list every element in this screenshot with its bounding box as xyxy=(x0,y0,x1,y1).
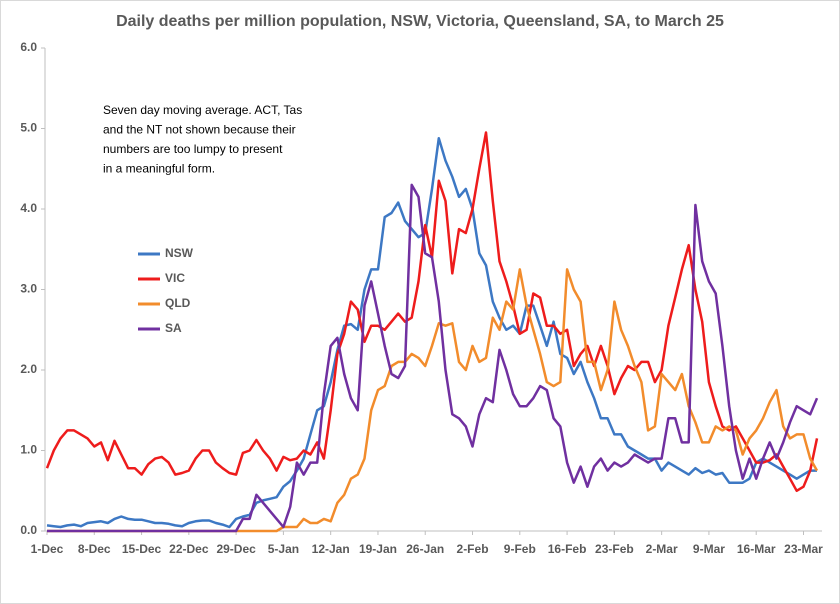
x-tick-label: 8-Dec xyxy=(78,542,111,556)
x-tick-label: 29-Dec xyxy=(216,542,256,556)
x-tick-label: 26-Jan xyxy=(406,542,444,556)
legend-label: SA xyxy=(165,321,182,335)
annotation: Seven day moving average. ACT, Tas xyxy=(103,103,302,117)
annotation: numbers are too lumpy to present xyxy=(103,142,283,156)
x-tick-label: 16-Mar xyxy=(737,542,776,556)
annotation: in a meaningful form. xyxy=(103,162,215,176)
y-tick-label: 5.0 xyxy=(20,121,37,135)
y-tick-label: 6.0 xyxy=(20,40,37,54)
y-tick-label: 3.0 xyxy=(20,282,37,296)
x-tick-label: 2-Feb xyxy=(457,542,489,556)
x-tick-label: 23-Feb xyxy=(595,542,634,556)
y-tick-label: 2.0 xyxy=(20,362,37,376)
legend-label: QLD xyxy=(165,296,191,310)
annotation: and the NT not shown because their xyxy=(103,123,296,137)
x-tick-label: 19-Jan xyxy=(359,542,397,556)
x-tick-label: 9-Mar xyxy=(693,542,725,556)
x-tick-label: 15-Dec xyxy=(122,542,162,556)
x-tick-label: 12-Jan xyxy=(312,542,350,556)
x-tick-label: 5-Jan xyxy=(268,542,299,556)
y-tick-label: 4.0 xyxy=(20,201,37,215)
y-tick-label: 0.0 xyxy=(20,523,37,537)
line-sa xyxy=(47,183,819,533)
x-tick-label: 1-Dec xyxy=(31,542,64,556)
chart-title: Daily deaths per million population, NSW… xyxy=(116,13,724,30)
x-tick-label: 22-Dec xyxy=(169,542,209,556)
x-tick-label: 9-Feb xyxy=(504,542,536,556)
legend-label: NSW xyxy=(165,246,194,260)
x-tick-label: 2-Mar xyxy=(646,542,678,556)
x-tick-label: 23-Mar xyxy=(784,542,823,556)
legend-label: VIC xyxy=(165,271,185,285)
x-tick-label: 16-Feb xyxy=(548,542,587,556)
line-nsw xyxy=(46,136,817,529)
y-tick-label: 1.0 xyxy=(20,443,37,457)
